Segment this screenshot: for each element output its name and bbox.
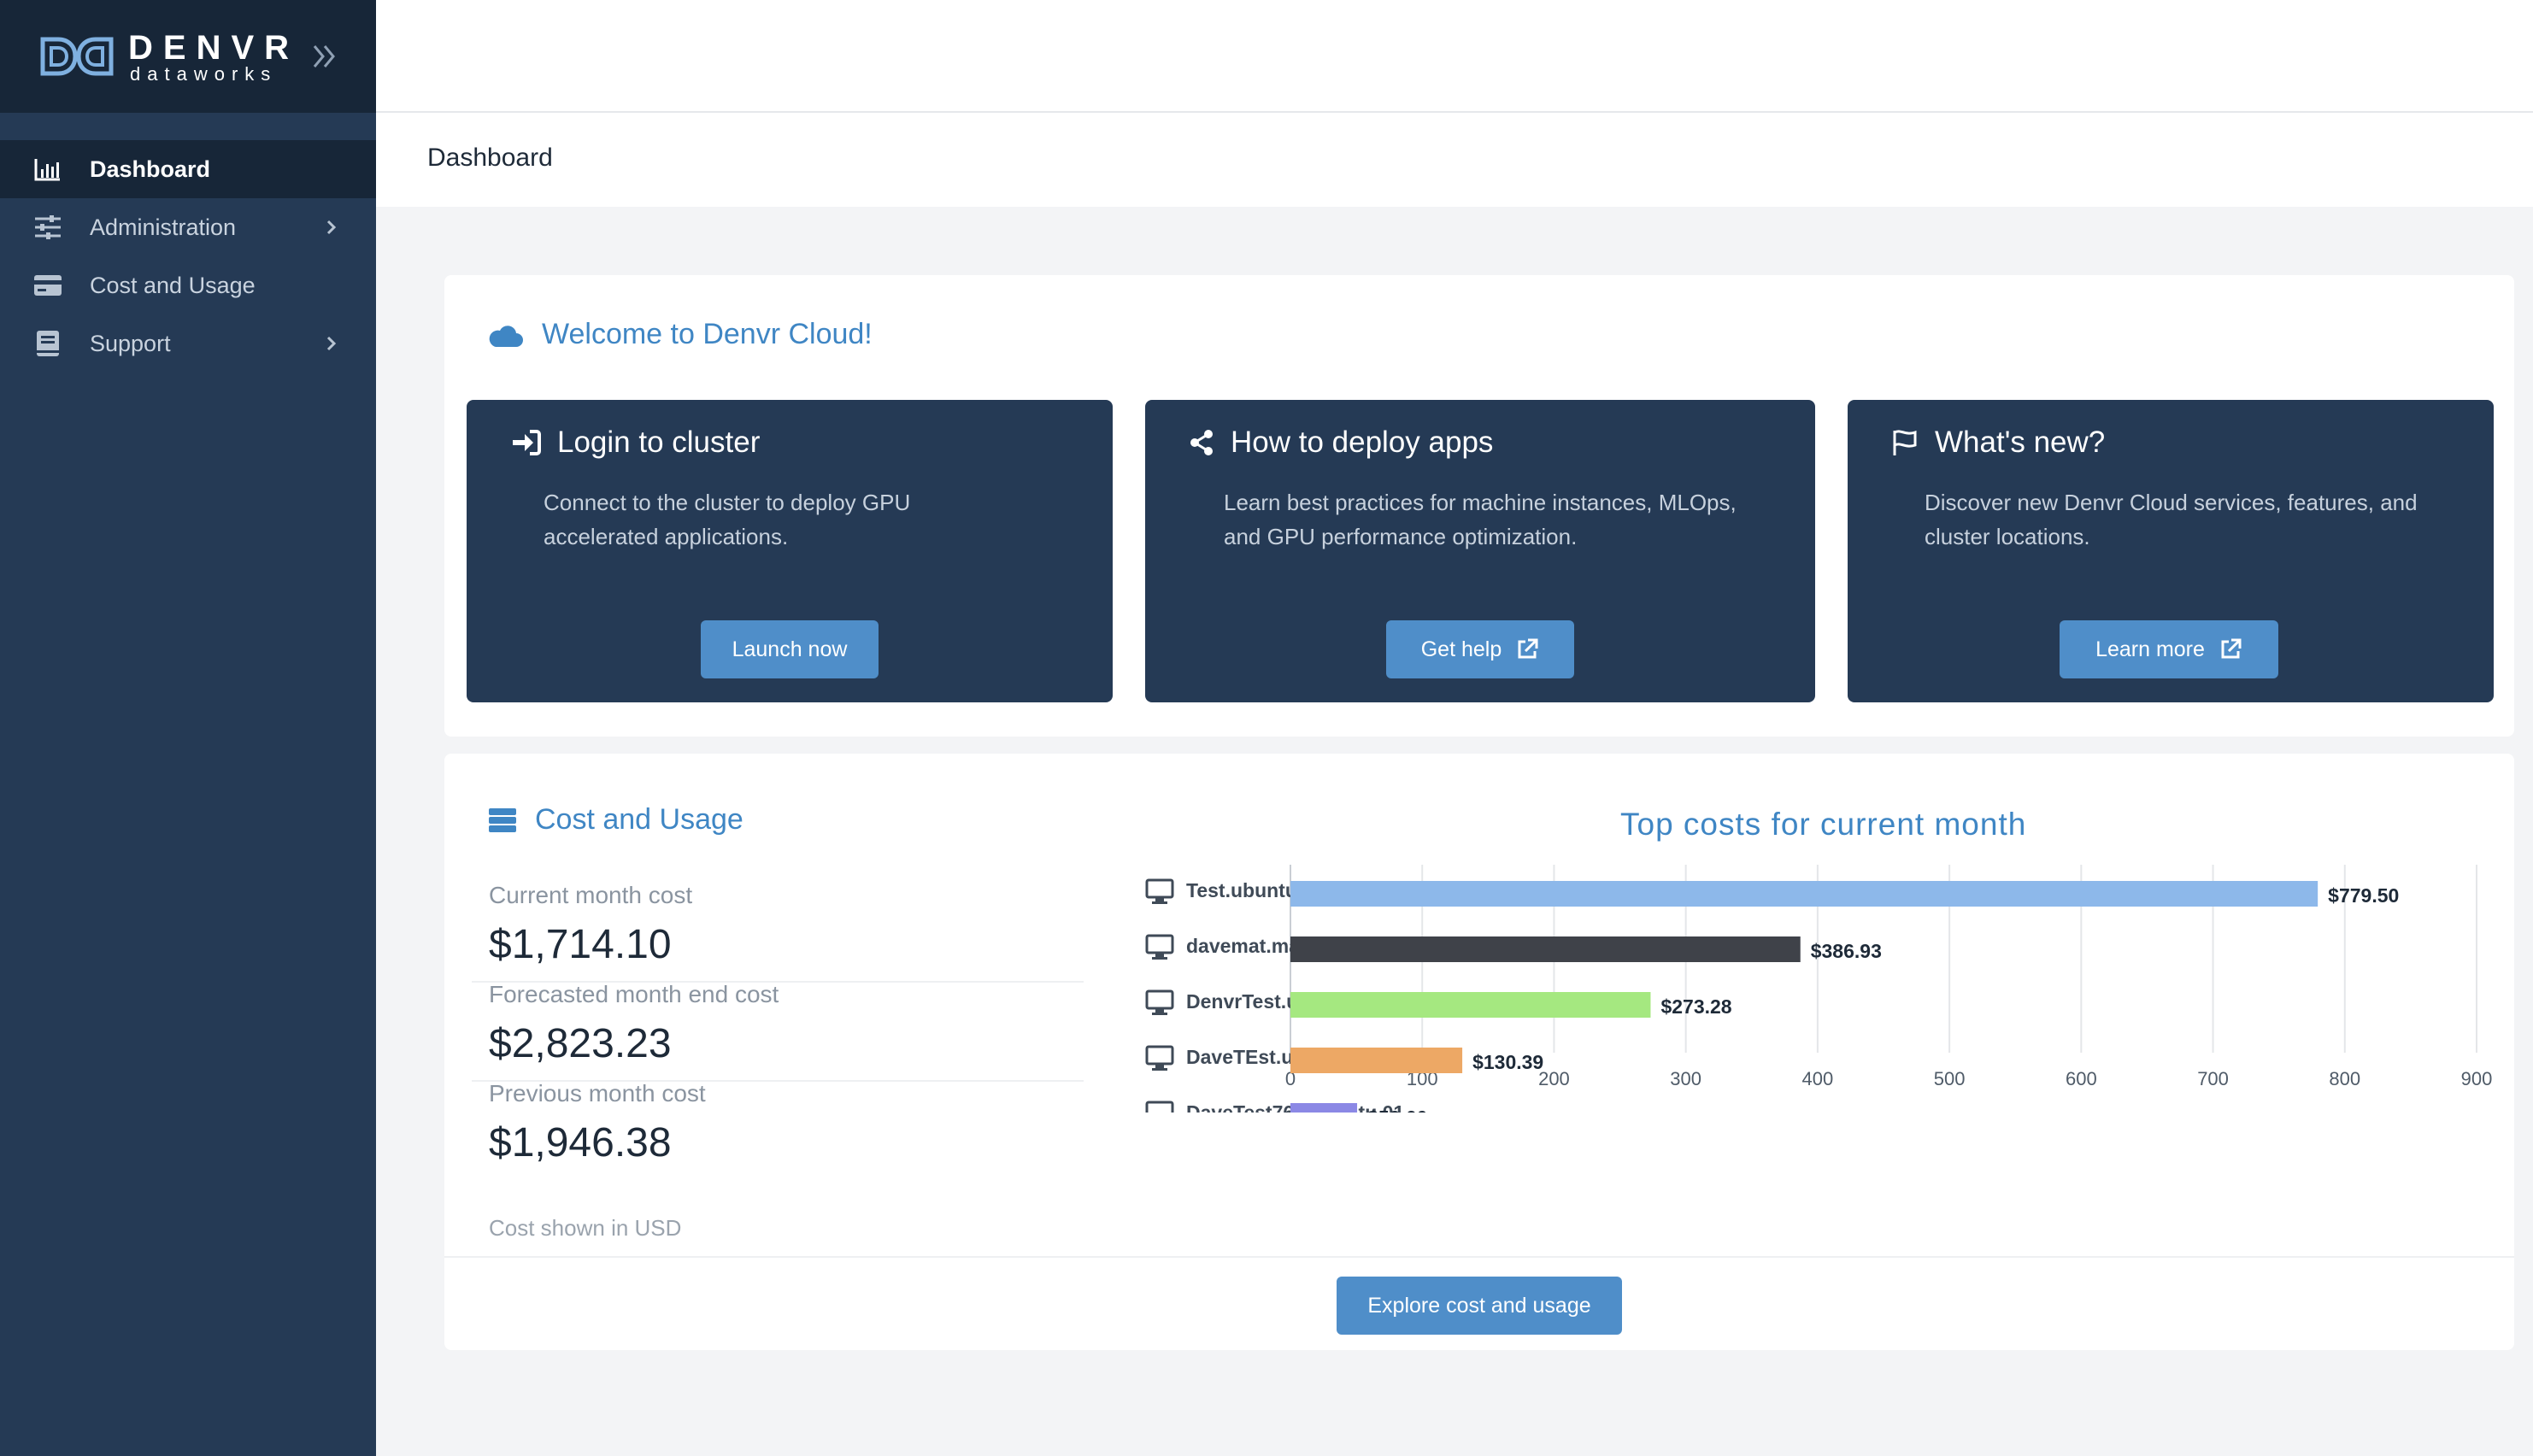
chevron-right-icon bbox=[326, 220, 337, 235]
card-description: Learn best practices for machine instanc… bbox=[1224, 490, 1737, 549]
sidebar-item-support[interactable]: Support bbox=[0, 314, 376, 373]
learn-more-button[interactable]: Learn more bbox=[2060, 620, 2278, 678]
brand-header: DENVR dataworks bbox=[0, 0, 376, 113]
divider bbox=[472, 981, 1084, 983]
cloud-icon bbox=[489, 325, 523, 347]
monitor-icon bbox=[1145, 878, 1174, 904]
bar-value-label: $386.93 bbox=[1811, 940, 1882, 962]
sidebar-item-dashboard[interactable]: Dashboard bbox=[0, 140, 376, 198]
card-description: Connect to the cluster to deploy GPU acc… bbox=[544, 490, 911, 549]
x-tick-label: 800 bbox=[2329, 1068, 2360, 1089]
card-title-text: How to deploy apps bbox=[1231, 426, 1494, 459]
chart-title: Top costs for current month bbox=[1620, 807, 2027, 842]
welcome-panel: Welcome to Denvr Cloud! Login to cluster… bbox=[444, 275, 2514, 737]
external-link-icon bbox=[1518, 638, 1538, 659]
x-tick-label: 700 bbox=[2197, 1068, 2229, 1089]
button-label: Launch now bbox=[732, 637, 848, 661]
divider bbox=[472, 1080, 1084, 1082]
launch-now-button[interactable]: Launch now bbox=[701, 620, 879, 678]
previous-month-cost-value: $1,946.38 bbox=[489, 1120, 672, 1165]
previous-month-cost-label: Previous month cost bbox=[489, 1080, 706, 1107]
monitor-icon bbox=[1145, 1045, 1174, 1071]
page-header: Dashboard bbox=[376, 113, 2533, 207]
monitor-icon bbox=[1145, 989, 1174, 1015]
book-icon bbox=[37, 331, 59, 356]
bar-value-label: $130.39 bbox=[1472, 1051, 1543, 1073]
credit-card-icon bbox=[34, 275, 62, 296]
sidebar-item-label: Dashboard bbox=[90, 156, 211, 182]
card-title: How to deploy apps bbox=[1188, 426, 1493, 460]
bar bbox=[1290, 1048, 1463, 1073]
get-help-button[interactable]: Get help bbox=[1386, 620, 1574, 678]
card-title: What's new? bbox=[1890, 426, 2105, 460]
x-tick-label: 200 bbox=[1538, 1068, 1570, 1089]
welcome-heading: Welcome to Denvr Cloud! bbox=[487, 318, 873, 351]
bar-value-label: $273.28 bbox=[1660, 995, 1731, 1018]
brand-name: DENVR bbox=[128, 29, 300, 67]
sidebar-item-cost-and-usage[interactable]: Cost and Usage bbox=[0, 256, 376, 314]
bar bbox=[1290, 936, 1801, 962]
cost-heading: Cost and Usage bbox=[489, 803, 743, 837]
denvr-logo-icon[interactable] bbox=[38, 32, 116, 80]
sidebar-item-label: Administration bbox=[90, 214, 237, 240]
card-title: Login to cluster bbox=[511, 426, 760, 460]
sidebar: DENVR dataworks Dashboard Administration bbox=[0, 0, 376, 1456]
button-label: Learn more bbox=[2095, 637, 2205, 661]
current-month-cost-value: $1,714.10 bbox=[489, 922, 672, 967]
bar-chart-icon bbox=[34, 159, 60, 181]
card-description: Discover new Denvr Cloud services, featu… bbox=[1925, 490, 2418, 549]
x-tick-label: 500 bbox=[1934, 1068, 1966, 1089]
monitor-icon bbox=[1145, 1101, 1174, 1113]
cost-title: Cost and Usage bbox=[535, 803, 743, 836]
forecast-cost-label: Forecasted month end cost bbox=[489, 981, 779, 1007]
forecast-cost-value: $2,823.23 bbox=[489, 1021, 672, 1066]
card-title-text: Login to cluster bbox=[557, 426, 761, 459]
double-chevron-right-icon[interactable] bbox=[309, 39, 340, 73]
button-label: Get help bbox=[1420, 637, 1502, 661]
sidebar-item-label: Cost and Usage bbox=[90, 272, 256, 298]
bar bbox=[1290, 881, 2318, 907]
chevron-right-icon bbox=[326, 336, 337, 351]
explore-cost-usage-button[interactable]: Explore cost and usage bbox=[1337, 1277, 1622, 1335]
x-tick-label: 0 bbox=[1285, 1068, 1296, 1089]
top-bar bbox=[376, 0, 2533, 113]
bar-value-label: $779.50 bbox=[2328, 884, 2399, 907]
sign-in-icon bbox=[513, 430, 541, 455]
bar-value-label: $50.60 bbox=[1367, 1107, 1427, 1113]
bar bbox=[1290, 1103, 1358, 1113]
x-tick-label: 300 bbox=[1670, 1068, 1701, 1089]
button-label: Explore cost and usage bbox=[1367, 1293, 1591, 1318]
deploy-apps-card: How to deploy apps Learn best practices … bbox=[1145, 400, 1815, 702]
share-nodes-icon bbox=[1190, 430, 1213, 455]
page-title: Dashboard bbox=[427, 144, 553, 172]
sidebar-item-administration[interactable]: Administration bbox=[0, 198, 376, 256]
cost-usage-panel: Cost and Usage Current month cost $1,714… bbox=[444, 754, 2514, 1350]
x-tick-label: 900 bbox=[2461, 1068, 2493, 1089]
sliders-icon bbox=[35, 215, 61, 239]
welcome-title: Welcome to Denvr Cloud! bbox=[542, 318, 873, 350]
monitor-icon bbox=[1145, 934, 1174, 960]
external-link-icon bbox=[2221, 638, 2242, 659]
divider bbox=[444, 1256, 2514, 1258]
x-tick-label: 600 bbox=[2066, 1068, 2097, 1089]
bar bbox=[1290, 992, 1651, 1018]
x-tick-label: 400 bbox=[1802, 1068, 1834, 1089]
current-month-cost-label: Current month cost bbox=[489, 882, 693, 908]
login-cluster-card: Login to cluster Connect to the cluster … bbox=[467, 400, 1113, 702]
whats-new-card: What's new? Discover new Denvr Cloud ser… bbox=[1848, 400, 2494, 702]
top-costs-chart: 0 100 200 300 400 500 600 700 800 900Test.ubuntu.… bbox=[1145, 865, 2493, 1113]
brand-subtitle: dataworks bbox=[130, 63, 278, 85]
currency-note: Cost shown in USD bbox=[489, 1215, 682, 1241]
sidebar-item-label: Support bbox=[90, 330, 171, 356]
card-title-text: What's new? bbox=[1935, 426, 2106, 459]
flag-icon bbox=[1893, 430, 1917, 455]
server-stack-icon bbox=[489, 807, 516, 832]
